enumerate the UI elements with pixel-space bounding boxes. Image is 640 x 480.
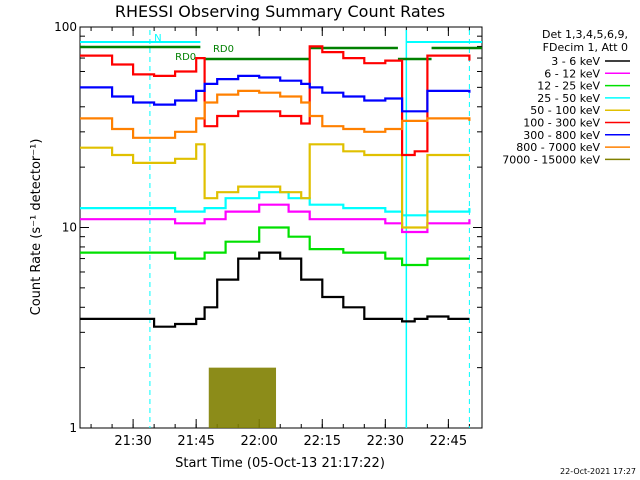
series-line-0 xyxy=(80,251,470,328)
y-axis-label: Count Rate (s⁻¹ detector⁻¹) xyxy=(29,139,44,316)
status-overlays: N RD0 RD0 xyxy=(80,30,482,428)
x-tick-label: 22:00 xyxy=(240,434,277,449)
legend-label: 800 - 7000 keV xyxy=(516,141,600,154)
x-axis-label: Start Time (05-Oct-13 21:17:22) xyxy=(175,456,385,471)
x-axis: 21:30 21:45 22:00 22:15 22:30 22:45 xyxy=(90,27,470,449)
night-label: N xyxy=(154,33,161,44)
legend-label: 12 - 25 keV xyxy=(537,80,600,93)
legend-label: 3 - 6 keV xyxy=(551,55,600,68)
series-line-4 xyxy=(80,143,470,229)
series-line-2 xyxy=(80,226,470,267)
legend-header-line-1: Det 1,3,4,5,6,9, xyxy=(542,28,628,41)
series-line-1 xyxy=(80,203,471,234)
rd0-label: RD0 xyxy=(213,44,234,55)
legend-label: 25 - 50 keV xyxy=(537,92,600,105)
x-tick-label: 22:30 xyxy=(367,434,404,449)
legend-label: 300 - 800 keV xyxy=(523,129,600,142)
x-tick-label: 22:45 xyxy=(430,434,467,449)
x-tick-label: 21:45 xyxy=(177,434,214,449)
y-tick-label: 100 xyxy=(54,20,77,34)
y-tick-label: 1 xyxy=(69,421,77,435)
timestamp: 22-Oct-2021 17:27 xyxy=(560,467,636,476)
series-line-6 xyxy=(80,74,471,113)
rd0-label: RD0 xyxy=(175,52,196,63)
legend: Det 1,3,4,5,6,9, FDecim 1, Att 0 3 - 6 k… xyxy=(502,28,630,166)
series-line-3 xyxy=(80,191,471,217)
x-tick-label: 22:15 xyxy=(304,434,341,449)
series-block-8 xyxy=(208,367,277,428)
legend-label: 50 - 100 keV xyxy=(530,104,600,117)
legend-label: 100 - 300 keV xyxy=(523,117,600,130)
x-tick-label: 21:30 xyxy=(114,434,151,449)
legend-header-line-2: FDecim 1, Att 0 xyxy=(543,41,628,54)
series-line-7 xyxy=(80,89,471,139)
data-series xyxy=(80,45,471,428)
chart-title: RHESSI Observing Summary Count Rates xyxy=(115,2,445,21)
y-axis: 1 10 100 xyxy=(54,20,482,435)
legend-label: 7000 - 15000 keV xyxy=(502,153,600,166)
legend-label: 6 - 12 keV xyxy=(544,67,600,80)
y-tick-label: 10 xyxy=(62,221,77,235)
